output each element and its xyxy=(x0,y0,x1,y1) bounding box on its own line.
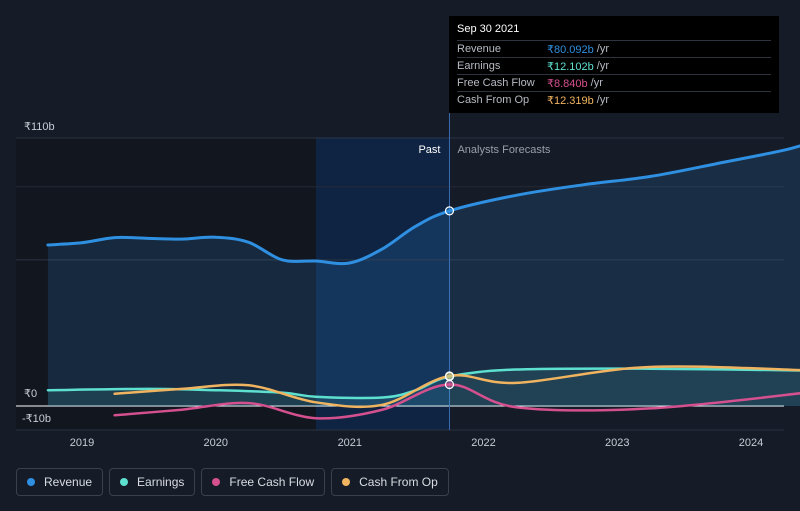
legend-label: Free Cash Flow xyxy=(229,475,315,489)
tooltip-date: Sep 30 2021 xyxy=(457,23,520,35)
tooltip-row-free-cash-flow: Free Cash Flow ₹8.840b /yr xyxy=(457,74,771,91)
x-tick-label: 2020 xyxy=(203,437,227,449)
legend-label: Earnings xyxy=(137,475,185,489)
x-tick-label: 2021 xyxy=(338,437,362,449)
revenue-area xyxy=(47,145,800,406)
tooltip-row-earnings: Earnings ₹12.102b /yr xyxy=(457,57,771,74)
tooltip-label: Revenue xyxy=(457,43,502,55)
tooltip: Sep 30 2021 Revenue ₹80.092b /yr Earning… xyxy=(449,16,779,113)
tooltip-unit: /yr xyxy=(596,43,609,55)
tooltip-value: ₹8.840b xyxy=(547,77,588,90)
tooltip-row-cash-from-op: Cash From Op ₹12.319b /yr xyxy=(457,91,771,108)
cash-from-op-marker xyxy=(444,371,455,381)
tooltip-row-revenue: Revenue ₹80.092b /yr xyxy=(457,40,771,57)
y-tick-label: ₹110b xyxy=(24,121,55,133)
tooltip-unit: /yr xyxy=(590,77,603,89)
tooltip-value: ₹80.092b xyxy=(547,43,594,56)
legend-label: Revenue xyxy=(44,475,93,489)
legend-dot-icon xyxy=(212,478,221,486)
past-label: Past xyxy=(418,144,440,156)
legend-label: Cash From Op xyxy=(359,475,438,489)
tooltip-value: ₹12.319b xyxy=(547,94,594,107)
legend: Revenue Earnings Free Cash Flow Cash Fro… xyxy=(16,468,449,496)
x-tick-label: 2019 xyxy=(70,437,94,449)
tooltip-unit: /yr xyxy=(596,60,609,72)
tooltip-unit: /yr xyxy=(596,94,609,106)
legend-item-earnings[interactable]: Earnings xyxy=(109,468,196,496)
revenue-marker xyxy=(444,206,455,216)
x-tick-label: 2024 xyxy=(739,437,763,449)
x-tick-label: 2023 xyxy=(605,437,629,449)
tooltip-label: Cash From Op xyxy=(457,94,530,106)
legend-item-revenue[interactable]: Revenue xyxy=(16,468,104,496)
free-cash-flow-line xyxy=(113,383,800,420)
tooltip-label: Free Cash Flow xyxy=(457,77,535,89)
y-tick-label: -₹10b xyxy=(22,413,51,425)
revenue-line xyxy=(46,144,800,266)
free-cash-flow-marker xyxy=(444,379,455,390)
forecast-label: Analysts Forecasts xyxy=(457,144,550,156)
tooltip-label: Earnings xyxy=(457,60,501,72)
cash-from-op-line xyxy=(113,365,800,409)
y-tick-label: ₹0 xyxy=(24,388,37,400)
highlight-region xyxy=(316,137,450,430)
legend-item-free-cash-flow[interactable]: Free Cash Flow xyxy=(201,468,326,496)
x-tick-label: 2022 xyxy=(471,437,495,449)
tooltip-value: ₹12.102b xyxy=(547,60,594,73)
legend-dot-icon xyxy=(120,478,129,486)
legend-dot-icon xyxy=(27,478,35,486)
legend-item-cash-from-op[interactable]: Cash From Op xyxy=(331,468,449,496)
legend-dot-icon xyxy=(342,478,351,486)
